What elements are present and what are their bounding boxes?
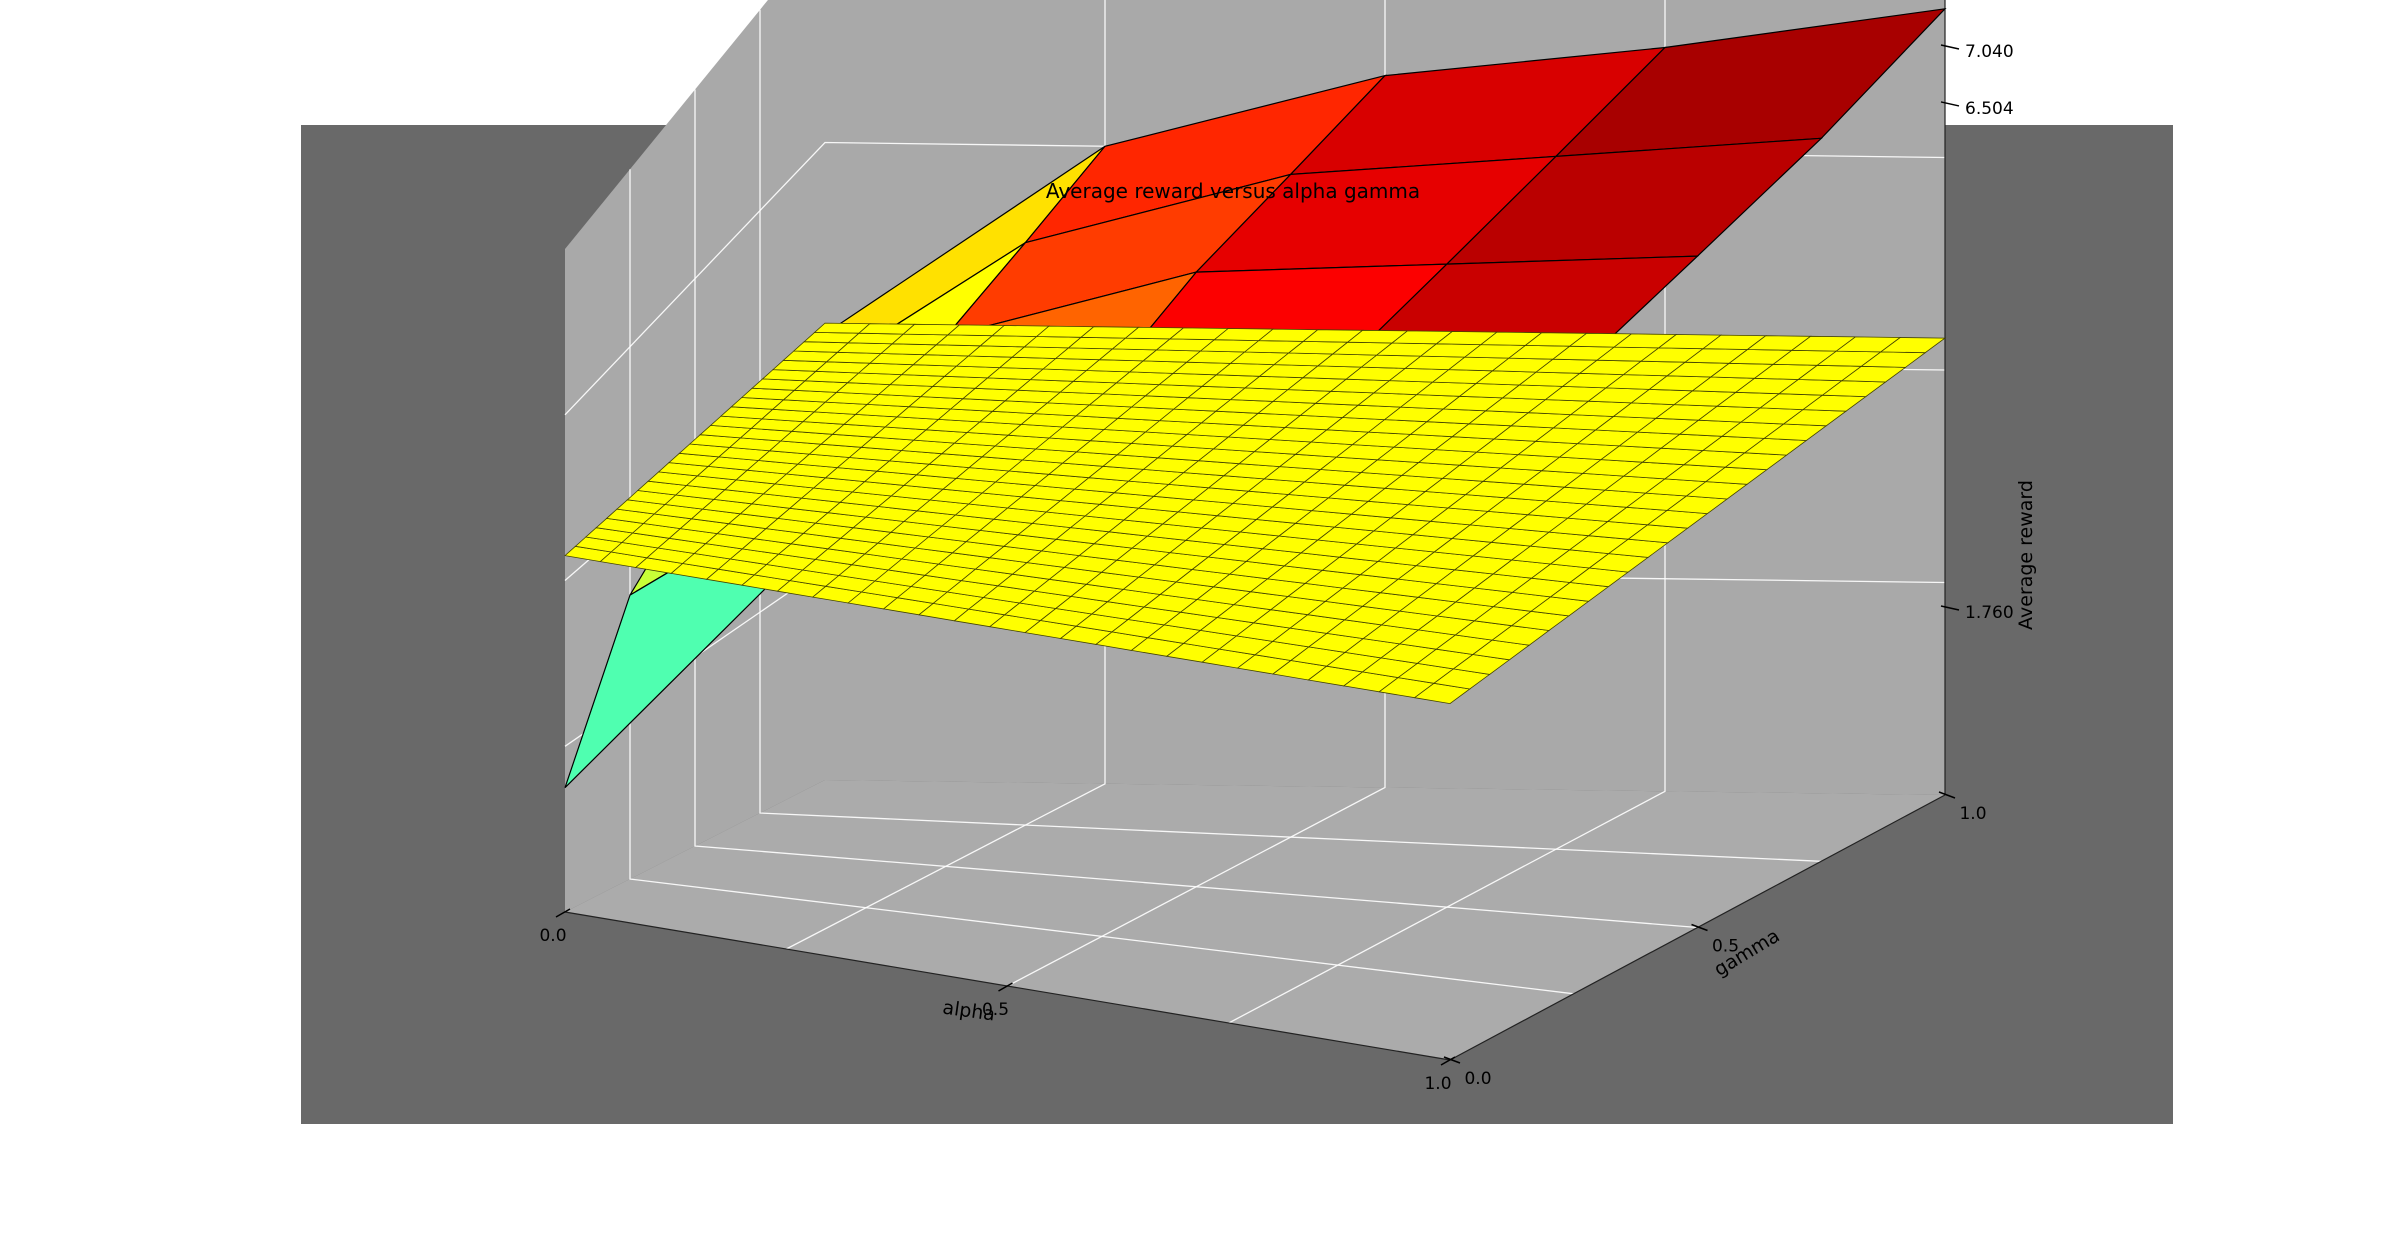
- alpha-tick-label: 0.5: [982, 1000, 1009, 1020]
- gamma-tick-label: 0.0: [1464, 1069, 1491, 1089]
- alpha-axis-ticks: 0.0 0.5 1.0: [539, 908, 1456, 1094]
- gridline: [759, 9, 1822, 862]
- alpha-tick-label: 0.0: [539, 926, 566, 946]
- reward-tick-mark: [1940, 101, 1960, 107]
- gridline: [694, 89, 1698, 929]
- reference-plane: [564, 322, 1947, 705]
- alpha-tick-label: 1.0: [1424, 1074, 1451, 1094]
- reward-tick-label: 7.040: [1965, 42, 2014, 62]
- reward-tick-mark: [1940, 44, 1960, 50]
- gridline: [629, 169, 1574, 995]
- plane-cell: [1879, 337, 1947, 354]
- reward-axis-ticks: 1.760 6.504 7.040: [1940, 42, 2014, 623]
- reward-tick-label: 6.504: [1965, 99, 2014, 119]
- gamma-tick-label: 0.5: [1712, 937, 1739, 957]
- alpha-tick-mark: [555, 908, 571, 918]
- floor-pane: [565, 780, 1945, 1060]
- chart-title: Average reward versus alpha gamma: [1046, 179, 1420, 203]
- gamma-tick-mark: [1691, 923, 1708, 932]
- gamma-tick-mark: [1938, 791, 1956, 799]
- gamma-tick-label: 1.0: [1959, 804, 1986, 824]
- reward-tick-mark: [1940, 605, 1960, 611]
- alpha-tick-mark: [1440, 1056, 1456, 1066]
- gamma-axis-ticks: 0.0 0.5 1.0: [1443, 791, 1987, 1089]
- reward-tick-label: 1.760: [1965, 603, 2014, 623]
- alpha-tick-mark: [998, 982, 1013, 992]
- gamma-tick-mark: [1443, 1056, 1461, 1064]
- reward-axis-label: Average reward: [2015, 480, 2037, 630]
